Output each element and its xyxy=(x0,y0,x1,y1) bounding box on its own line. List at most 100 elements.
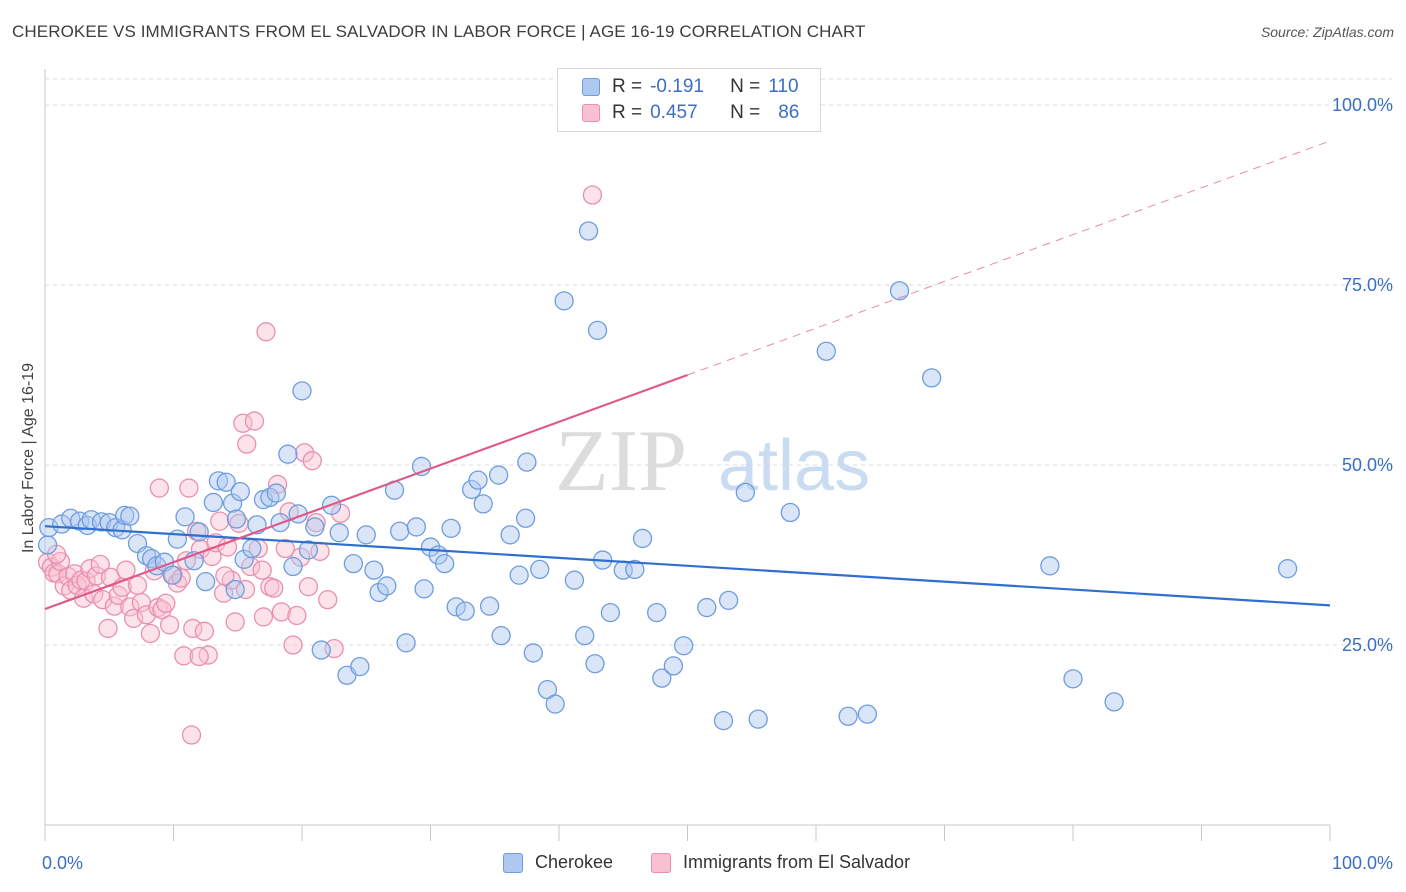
axes xyxy=(44,69,1331,841)
cherokee-point-66 xyxy=(461,479,482,500)
cherokee-point-12 xyxy=(120,506,140,526)
el-salvador-point-26 xyxy=(127,575,148,595)
y-axis-label: In Labor Force | Age 16-19 xyxy=(20,363,37,553)
cherokee-point-43 xyxy=(305,517,325,537)
el-salvador-point-76 xyxy=(149,478,170,498)
trend-line-el-salvador xyxy=(44,373,688,611)
el-salvador-point-33 xyxy=(156,593,176,613)
r-label: R = xyxy=(612,102,643,123)
el-salvador-point-24 xyxy=(120,597,140,617)
series-cherokee-points xyxy=(37,221,1298,731)
cherokee-point-50 xyxy=(356,525,376,545)
legend-item-el-salvador[interactable]: Immigrants from El Salvador xyxy=(651,852,910,873)
el-salvador-point-82 xyxy=(235,579,256,600)
cherokee-point-53 xyxy=(377,576,397,596)
el-salvador-point-70 xyxy=(298,577,319,597)
cherokee-point-89 xyxy=(652,668,672,688)
cherokee-point-64 xyxy=(446,597,466,617)
cherokee-point-24 xyxy=(203,492,223,513)
cherokee-point-23 xyxy=(195,571,216,592)
cherokee-point-48 xyxy=(343,553,364,574)
cherokee-point-98 xyxy=(816,341,836,361)
cherokee-point-80 xyxy=(564,570,585,590)
cherokee-point-51 xyxy=(364,560,384,580)
watermark-zip: ZIP xyxy=(555,413,687,510)
legend-swatch-cherokee xyxy=(582,78,600,96)
cherokee-point-86 xyxy=(625,559,645,580)
cherokee-point-18 xyxy=(162,565,182,585)
cherokee-point-57 xyxy=(406,517,427,537)
legend-swatch-cherokee xyxy=(503,852,523,873)
el-salvador-point-67 xyxy=(287,605,307,626)
stats-legend: R = -0.191 N = 110 R = 0.457 N = 86 xyxy=(557,68,821,132)
cherokee-point-96 xyxy=(748,709,768,729)
n-value: 110 xyxy=(768,76,799,97)
cherokee-point-71 xyxy=(491,625,511,646)
el-salvador-point-56 xyxy=(244,411,265,431)
watermark: ZIP atlas xyxy=(555,413,870,510)
cherokee-point-62 xyxy=(434,553,455,574)
cherokee-point-67 xyxy=(468,470,488,490)
cherokee-point-105 xyxy=(1104,692,1124,712)
trend-line-cherokee xyxy=(44,525,1331,607)
legend-label-cherokee: Cherokee xyxy=(535,852,614,872)
cherokee-point-55 xyxy=(390,521,410,541)
el-salvador-point-18 xyxy=(98,618,118,639)
el-salvador-point-28 xyxy=(136,605,157,625)
el-salvador-point-17 xyxy=(93,589,113,610)
cherokee-point-81 xyxy=(575,625,595,646)
el-salvador-point-84 xyxy=(582,185,603,205)
cherokee-point-63 xyxy=(441,518,461,539)
cherokee-point-90 xyxy=(663,656,684,676)
cherokee-point-52 xyxy=(369,582,389,603)
stats-row-el-salvador: R = 0.457 N = 86 xyxy=(582,101,799,125)
el-salvador-point-71 xyxy=(302,451,322,471)
cherokee-point-14 xyxy=(136,546,157,566)
stats-row-cherokee: R = -0.191 N = 110 xyxy=(582,75,799,99)
n-value: 86 xyxy=(778,102,800,123)
cherokee-point-0 xyxy=(37,535,58,555)
cherokee-point-7 xyxy=(91,512,112,532)
cherokee-point-97 xyxy=(780,502,800,523)
cherokee-point-75 xyxy=(523,643,543,663)
cherokee-point-108 xyxy=(578,221,599,241)
cherokee-point-39 xyxy=(283,556,303,577)
legend-swatch-el-salvador xyxy=(582,104,600,122)
cherokee-point-84 xyxy=(600,602,621,623)
legend-item-cherokee[interactable]: Cherokee xyxy=(503,852,613,873)
el-salvador-point-34 xyxy=(159,615,180,635)
cherokee-point-102 xyxy=(922,368,942,388)
cherokee-point-88 xyxy=(647,602,667,623)
cherokee-point-32 xyxy=(242,538,262,559)
el-salvador-point-29 xyxy=(140,623,161,644)
cherokee-point-103 xyxy=(1040,556,1060,576)
el-salvador-point-58 xyxy=(252,560,272,580)
cherokee-point-99 xyxy=(838,706,858,726)
cherokee-point-74 xyxy=(515,508,536,528)
tick-labels: 25.0% 50.0% 75.0% 100.0% 0.0% 100.0% xyxy=(42,95,1393,873)
cherokee-point-30 xyxy=(230,481,250,502)
cherokee-point-107 xyxy=(517,452,537,472)
el-salvador-point-83 xyxy=(215,566,235,586)
n-label: N = xyxy=(730,76,761,97)
el-salvador-point-61 xyxy=(264,578,284,598)
cherokee-point-82 xyxy=(585,654,605,674)
y-tick-label-100: 100.0% xyxy=(1332,95,1393,115)
cherokee-point-69 xyxy=(479,596,500,616)
cherokee-point-60 xyxy=(420,537,441,557)
cherokee-point-73 xyxy=(509,565,529,585)
el-salvador-point-69 xyxy=(294,443,315,463)
cherokee-point-19 xyxy=(167,529,188,549)
cherokee-point-11 xyxy=(115,505,135,526)
r-label: R = xyxy=(612,76,643,97)
cherokee-point-109 xyxy=(587,320,608,341)
cherokee-point-49 xyxy=(350,656,370,677)
el-salvador-point-51 xyxy=(225,612,245,632)
cherokee-point-31 xyxy=(234,549,254,569)
chart-title: CHEROKEE VS IMMIGRANTS FROM EL SALVADOR … xyxy=(12,22,866,41)
n-label: N = xyxy=(730,102,761,123)
cherokee-point-95 xyxy=(735,482,755,503)
cherokee-point-101 xyxy=(889,281,910,301)
cherokee-point-44 xyxy=(311,640,331,660)
